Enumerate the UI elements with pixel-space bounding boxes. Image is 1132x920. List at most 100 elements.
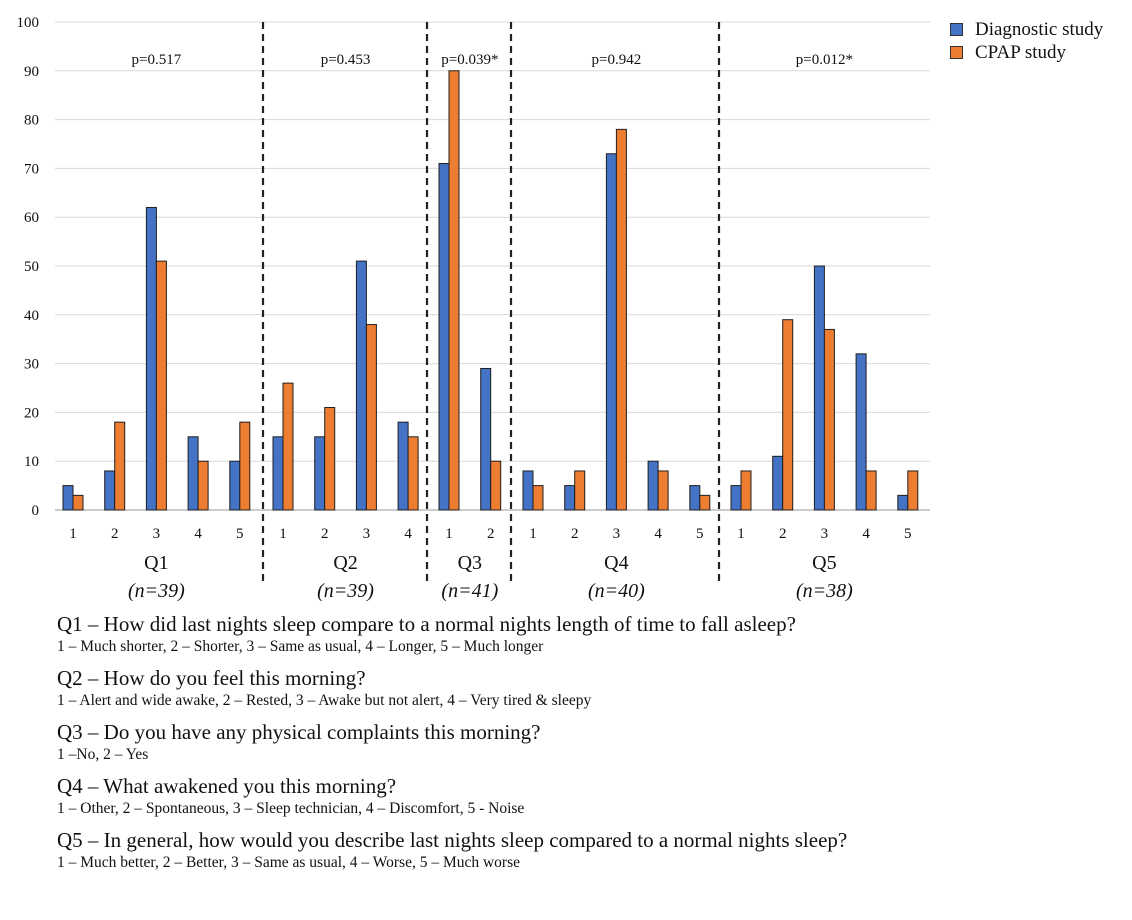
bar-cpap [823, 328, 835, 511]
bar-cpap [615, 128, 627, 511]
bar-diagnostic [522, 470, 534, 511]
x-tick-label: 3 [821, 526, 829, 542]
bar-diagnostic [855, 353, 867, 511]
bar-diagnostic [187, 436, 199, 511]
y-tick-label: 40 [24, 308, 39, 324]
x-tick-label: 1 [279, 526, 287, 542]
bar-cpap [490, 460, 502, 511]
bar-cpap [365, 324, 377, 511]
y-tick-label: 0 [32, 503, 40, 519]
bar-diagnostic [480, 367, 492, 511]
question-title: Q1 – How did last nights sleep compare t… [57, 612, 796, 636]
bar-diagnostic [104, 470, 116, 511]
question-title: Q4 – What awakened you this morning? [57, 774, 397, 798]
p-value-label: p=0.517 [132, 52, 182, 68]
x-tick-label: 2 [321, 526, 329, 542]
bar-cpap [574, 470, 586, 511]
bar-diagnostic [229, 460, 241, 511]
group-label: Q2 [333, 552, 357, 574]
x-tick-label: 2 [487, 526, 495, 542]
group-n-label: (n=38) [796, 580, 853, 602]
p-value-label: p=0.039* [441, 52, 498, 68]
p-value-label: p=0.942 [592, 52, 642, 68]
bar-cpap [532, 485, 544, 511]
question-q4: Q4 – What awakened you this morning? 1 –… [57, 774, 1117, 819]
y-tick-label: 80 [24, 113, 39, 129]
question-scale: 1 – Alert and wide awake, 2 – Rested, 3 … [57, 692, 592, 709]
x-tick-label: 3 [363, 526, 371, 542]
y-tick-label: 10 [24, 454, 39, 470]
bar-diagnostic [647, 460, 659, 511]
bar-cpap [740, 470, 752, 511]
x-tick-label: 1 [69, 526, 77, 542]
p-value-label: p=0.012* [796, 52, 853, 68]
p-value-label: p=0.453 [321, 52, 371, 68]
x-tick-label: 4 [194, 526, 202, 542]
x-tick-label: 1 [737, 526, 745, 542]
x-tick-label: 1 [445, 526, 453, 542]
group-n-label: (n=39) [128, 580, 185, 602]
x-tick-label: 5 [236, 526, 244, 542]
question-q1: Q1 – How did last nights sleep compare t… [57, 612, 1117, 657]
x-tick-label: 1 [529, 526, 537, 542]
y-tick-label: 90 [24, 64, 39, 80]
bar-diagnostic [438, 163, 450, 511]
question-scale: 1 – Much better, 2 – Better, 3 – Same as… [57, 854, 521, 871]
bar-diagnostic [897, 494, 909, 511]
question-title: Q5 – In general, how would you describe … [57, 828, 848, 852]
x-tick-label: 4 [654, 526, 662, 542]
group-label: Q4 [604, 552, 628, 574]
question-scale: 1 –No, 2 – Yes [57, 746, 149, 763]
bar-cpap [782, 319, 794, 511]
bar-diagnostic [730, 485, 742, 511]
bar-cpap [239, 421, 251, 511]
x-tick-label: 2 [111, 526, 119, 542]
x-tick-label: 3 [153, 526, 161, 542]
group-n-label: (n=40) [588, 580, 645, 602]
bar-cpap [72, 494, 84, 511]
x-tick-label: 2 [571, 526, 579, 542]
question-scale: 1 – Other, 2 – Spontaneous, 3 – Sleep te… [57, 800, 525, 817]
bar-diagnostic [62, 485, 74, 511]
legend: Diagnostic study CPAP study [950, 18, 1103, 64]
bar-diagnostic [689, 485, 701, 511]
question-q3: Q3 – Do you have any physical complaints… [57, 720, 1117, 765]
bar-chart: 0 10 20 30 40 50 60 70 80 90 100 1 2 3 4 5 p=0.517 Q1 (n=3… [17, 15, 930, 602]
x-tick-label: 4 [862, 526, 870, 542]
group-n-label: (n=39) [317, 580, 374, 602]
bar-cpap [282, 382, 294, 511]
legend-swatch-diagnostic [950, 23, 963, 36]
y-tick-label: 50 [24, 259, 39, 275]
bar-cpap [657, 470, 669, 511]
bar-diagnostic [564, 485, 576, 511]
x-tick-label: 5 [696, 526, 704, 542]
bar-diagnostic [272, 436, 284, 511]
y-tick-label: 20 [24, 405, 39, 421]
group-label: Q1 [144, 552, 168, 574]
question-descriptions: Q1 – How did last nights sleep compare t… [57, 612, 1117, 882]
bar-diagnostic [772, 455, 784, 511]
bar-cpap [155, 260, 167, 511]
group-label: Q5 [812, 552, 836, 574]
bar-diagnostic [605, 153, 617, 511]
x-tick-label: 5 [904, 526, 912, 542]
group-label: Q3 [458, 552, 482, 574]
question-title: Q2 – How do you feel this morning? [57, 666, 366, 690]
bar-cpap [324, 407, 336, 511]
y-tick-label: 30 [24, 357, 39, 373]
legend-swatch-cpap [950, 46, 963, 59]
legend-label-cpap: CPAP study [975, 42, 1067, 63]
x-tick-label: 4 [404, 526, 412, 542]
question-q5: Q5 – In general, how would you describe … [57, 828, 1117, 873]
bar-diagnostic [813, 265, 825, 511]
bar-diagnostic [145, 206, 157, 511]
bar-cpap [865, 470, 877, 511]
x-tick-label: 2 [779, 526, 787, 542]
bar-diagnostic [355, 260, 367, 511]
legend-item-diagnostic: Diagnostic study [950, 18, 1103, 41]
y-tick-label: 60 [24, 210, 39, 226]
bar-diagnostic [397, 421, 409, 511]
group-n-label: (n=41) [441, 580, 498, 602]
bar-cpap [699, 494, 711, 511]
bar-cpap [448, 70, 460, 511]
